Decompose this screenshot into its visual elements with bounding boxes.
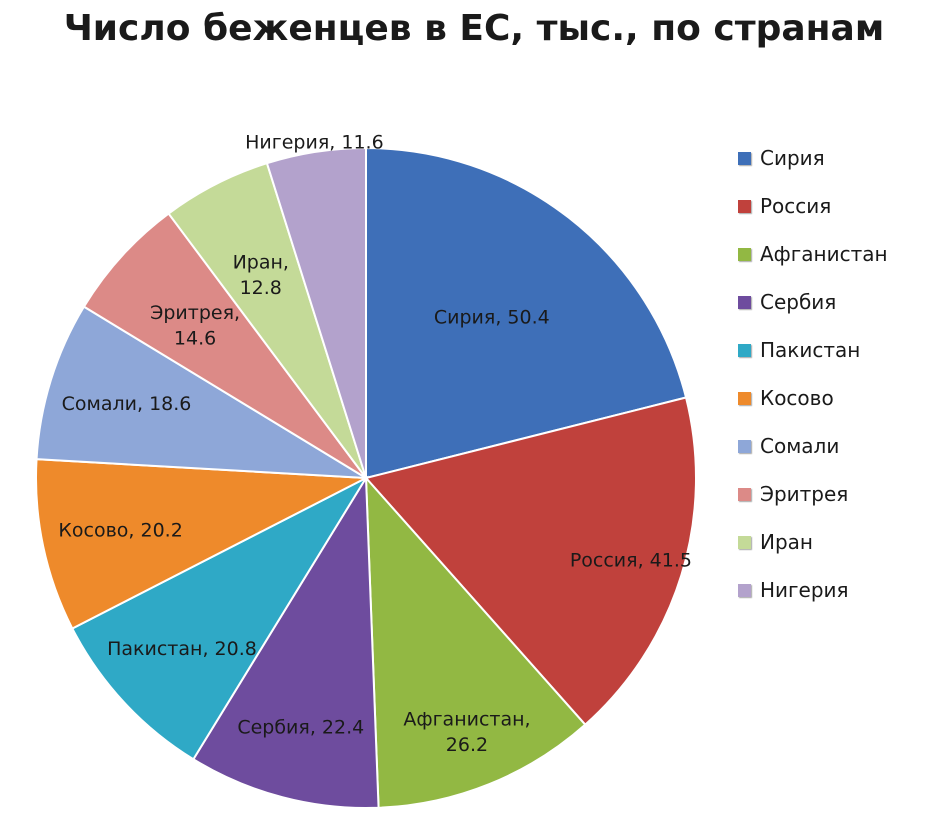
legend-swatch-0 — [738, 151, 751, 165]
pie-slice-7 — [82, 212, 367, 479]
legend-item-8: Иран — [738, 530, 943, 554]
legend-swatch-7 — [738, 487, 751, 501]
pie-slice-9 — [265, 146, 367, 479]
legend-label-9: Нигерия — [760, 578, 849, 602]
legend-label-4: Пакистан — [760, 338, 861, 362]
legend-item-2: Афганистан — [738, 242, 943, 266]
legend-swatch-9 — [738, 583, 751, 597]
legend-item-4: Пакистан — [738, 338, 943, 362]
pie-slice-5 — [35, 458, 370, 630]
slice-label-7: Эритрея, 14.6 — [150, 302, 240, 350]
legend-label-5: Косово — [760, 386, 834, 410]
legend-swatch-6 — [738, 439, 751, 453]
legend-label-6: Сомали — [760, 434, 840, 458]
legend-label-7: Эритрея — [760, 482, 849, 506]
slice-label-6: Сомали, 18.6 — [62, 393, 192, 415]
legend-swatch-5 — [738, 391, 751, 405]
legend-item-3: Сербия — [738, 290, 943, 314]
slice-label-9: Нигерия, 11.6 — [245, 132, 384, 154]
legend-swatch-2 — [738, 247, 751, 261]
legend-item-7: Эритрея — [738, 482, 943, 506]
pie-slice-4 — [70, 475, 369, 761]
pie-slice-6 — [35, 305, 367, 479]
legend-item-1: Россия — [738, 194, 943, 218]
legend-label-3: Сербия — [760, 290, 837, 314]
slice-label-2: Афганистан, 26.2 — [403, 708, 530, 756]
chart-title: Число беженцев в ЕС, тыс., по странам — [63, 8, 885, 49]
slice-label-8: Иран, 12.8 — [233, 252, 289, 300]
pie-slice-0 — [365, 146, 688, 480]
pie-slice-3 — [191, 474, 380, 809]
pie-slice-1 — [364, 396, 697, 727]
slice-label-5: Косово, 20.2 — [58, 520, 182, 542]
legend-item-5: Косово — [738, 386, 943, 410]
legend-swatch-8 — [738, 535, 751, 549]
legend-label-8: Иран — [760, 530, 813, 554]
legend-label-0: Сирия — [760, 146, 825, 170]
legend-item-9: Нигерия — [738, 578, 943, 602]
slice-label-1: Россия, 41.5 — [570, 549, 692, 571]
slice-label-3: Сербия, 22.4 — [237, 717, 364, 739]
legend-item-0: Сирия — [738, 146, 943, 170]
legend-label-1: Россия — [760, 194, 832, 218]
slice-label-4: Пакистан, 20.8 — [107, 638, 257, 660]
slice-label-0: Сирия, 50.4 — [434, 306, 550, 328]
legend-swatch-3 — [738, 295, 751, 309]
legend-item-6: Сомали — [738, 434, 943, 458]
chart-legend: Сирия Россия Афганистан Сербия Пакистан Косов… — [738, 146, 943, 626]
legend-swatch-1 — [738, 199, 751, 213]
pie-slice-2 — [364, 475, 587, 809]
legend-label-2: Афганистан — [760, 242, 888, 266]
legend-swatch-4 — [738, 343, 751, 357]
